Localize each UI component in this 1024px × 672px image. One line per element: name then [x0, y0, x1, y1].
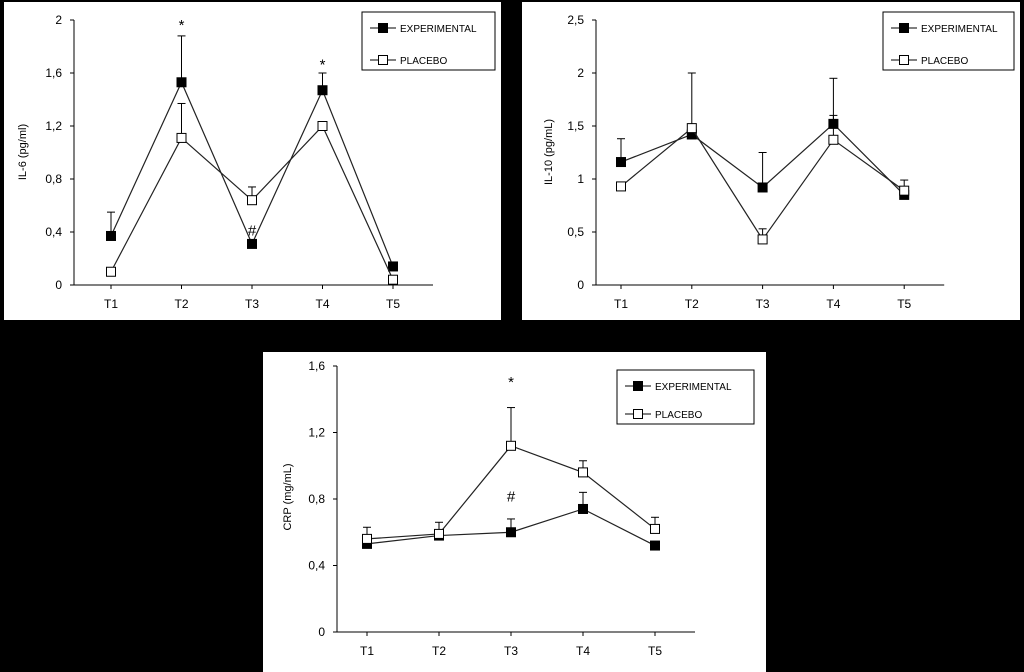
crp-chart: 0 0,4 0,8 1,2 1,6 T1 T2 T3 T4 T5 CRP (mg/mL) * # EXPE… [282, 359, 755, 658]
x-tick-label: T5 [897, 297, 911, 311]
x-tick-label: T1 [360, 644, 374, 658]
data-point-experimental [506, 527, 516, 538]
x-tick-label: T5 [386, 297, 400, 311]
legend-marker [899, 55, 909, 65]
data-point-placebo [616, 181, 626, 192]
x-tick-label: T1 [104, 297, 118, 311]
crp-chart-panel: 0 0,4 0,8 1,2 1,6 T1 T2 T3 T4 T5 CRP (mg/mL) * # EXPE… [263, 352, 766, 672]
data-point-placebo [362, 533, 372, 544]
x-tick-label: T3 [504, 644, 518, 658]
data-point-placebo [757, 234, 768, 245]
y-axis-label: IL-10 (pg/mL) [543, 119, 555, 185]
legend-label: PLACEBO [655, 410, 702, 421]
x-tick-label: T2 [174, 297, 188, 311]
significance-marker: # [248, 222, 257, 239]
x-tick-label: T4 [826, 297, 840, 311]
data-point-experimental [106, 230, 116, 241]
x-tick-label: T5 [648, 644, 662, 658]
data-point-experimental [650, 540, 660, 551]
legend-marker [899, 23, 909, 33]
il6-chart: 0 0,4 0,8 1,2 1,6 2 T1 T2 T3 T4 T5 IL-6 (pg/ml) * # * E… [17, 11, 496, 311]
y-tick-label: 0 [55, 278, 62, 292]
data-point-placebo [388, 274, 398, 285]
y-tick-label: 1,5 [567, 119, 584, 133]
data-point-experimental [616, 157, 626, 168]
y-tick-label: 1,6 [308, 359, 325, 373]
data-point-placebo [106, 266, 116, 277]
legend-label: PLACEBO [400, 56, 447, 67]
y-tick-label: 0,5 [567, 225, 584, 239]
legend-marker [378, 55, 388, 65]
data-point-placebo [247, 195, 257, 206]
data-point-placebo [578, 467, 588, 478]
y-tick-label: 1,2 [45, 119, 62, 133]
data-point-experimental [757, 182, 768, 193]
data-point-experimental [176, 77, 187, 88]
y-tick-label: 2 [55, 13, 62, 27]
legend-label: EXPERIMENTAL [400, 24, 477, 35]
x-tick-label: T4 [315, 297, 329, 311]
data-point-placebo [899, 185, 910, 196]
y-tick-label: 0,8 [308, 492, 325, 506]
data-point-placebo [506, 440, 516, 451]
legend-label: EXPERIMENTAL [921, 24, 998, 35]
data-point-placebo [686, 123, 697, 134]
data-point-experimental [247, 238, 257, 249]
significance-marker: # [507, 489, 516, 506]
data-point-placebo [317, 121, 328, 131]
x-tick-label: T2 [432, 644, 446, 658]
y-tick-label: 0 [577, 278, 584, 292]
data-point-experimental [578, 503, 588, 514]
il10-chart: 0 0,5 1 1,5 2 2,5 T1 T2 T3 T4 T5 IL-10 (pg/mL) EXPER… [543, 11, 1015, 311]
significance-marker: * [508, 374, 514, 391]
y-tick-label: 1,6 [45, 66, 62, 80]
y-tick-label: 2,5 [567, 13, 584, 27]
data-point-placebo [828, 134, 839, 145]
x-tick-label: T1 [614, 297, 628, 311]
data-point-placebo [434, 528, 444, 539]
significance-marker: * [320, 57, 326, 74]
y-tick-label: 1 [577, 172, 584, 186]
y-axis-label: IL-6 (pg/ml) [17, 124, 29, 180]
il6-chart-panel: 0 0,4 0,8 1,2 1,6 2 T1 T2 T3 T4 T5 IL-6 (pg/ml) * # * E… [4, 2, 501, 320]
legend-label: PLACEBO [921, 56, 968, 67]
data-point-placebo [176, 132, 187, 143]
significance-marker: * [179, 17, 185, 34]
data-point-experimental [388, 261, 398, 272]
il10-chart-panel: 0 0,5 1 1,5 2 2,5 T1 T2 T3 T4 T5 IL-10 (pg/mL) EXPER… [522, 2, 1020, 320]
y-tick-label: 0,8 [45, 172, 62, 186]
legend-label: EXPERIMENTAL [655, 382, 732, 393]
y-tick-label: 1,2 [308, 426, 325, 440]
data-point-experimental [317, 85, 328, 96]
x-tick-label: T4 [576, 644, 590, 658]
data-point-placebo [650, 523, 660, 534]
x-tick-label: T2 [685, 297, 699, 311]
legend-marker [633, 409, 643, 419]
legend-marker [378, 23, 388, 33]
y-tick-label: 0 [318, 625, 325, 639]
y-tick-label: 0,4 [45, 225, 62, 239]
y-tick-label: 0,4 [308, 559, 325, 573]
x-tick-label: T3 [245, 297, 259, 311]
legend-marker [633, 381, 643, 391]
y-axis-label: CRP (mg/mL) [282, 463, 294, 530]
x-tick-label: T3 [756, 297, 770, 311]
y-tick-label: 2 [577, 66, 584, 80]
